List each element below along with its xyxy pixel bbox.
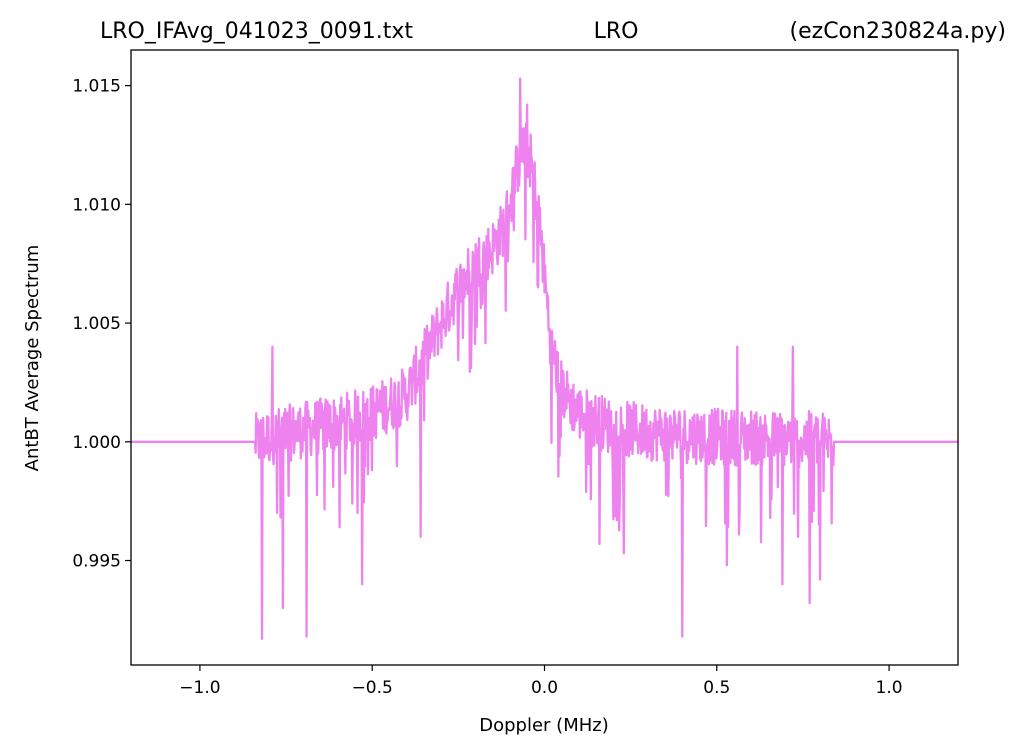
y-tick-label: 1.000	[72, 433, 121, 453]
x-tick-label: −1.0	[179, 678, 220, 698]
y-tick-label: 0.995	[72, 552, 121, 572]
x-axis-label: Doppler (MHz)	[479, 715, 608, 736]
x-tick-label: 0.0	[531, 678, 558, 698]
y-tick-label: 1.005	[72, 314, 121, 334]
chart-title-observatory: LRO	[594, 19, 639, 44]
x-tick-label: −0.5	[352, 678, 393, 698]
x-tick-label: 0.5	[703, 678, 730, 698]
series-group	[131, 77, 958, 641]
y-tick-label: 1.015	[72, 77, 121, 97]
plot-area-group	[131, 77, 958, 641]
y-axis: 0.995 1.000 1.005 1.010 1.015	[72, 77, 131, 572]
spectrum-series-line	[131, 77, 958, 641]
plot-frame	[130, 49, 959, 666]
x-axis: −1.0 −0.5 0.0 0.5 1.0	[179, 665, 903, 698]
chart-title-filename: LRO_IFAvg_041023_0091.txt	[100, 19, 413, 44]
x-tick-label: 1.0	[876, 678, 903, 698]
y-axis-label: AntBT Average Spectrum	[22, 245, 43, 472]
y-tick-label: 1.010	[72, 195, 121, 215]
chart-title-script: (ezCon230824a.py)	[790, 19, 1006, 44]
